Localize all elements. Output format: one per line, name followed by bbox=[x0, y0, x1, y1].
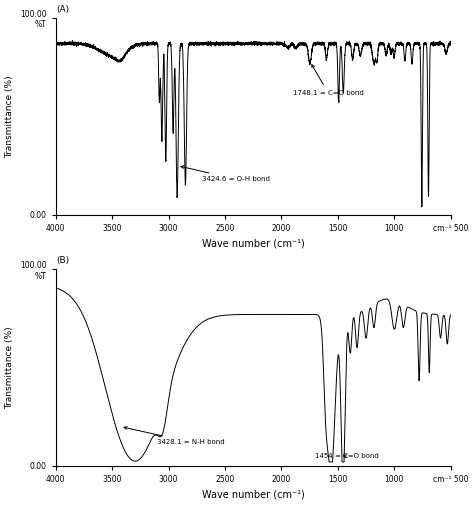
Y-axis label: Transmittance (%): Transmittance (%) bbox=[6, 326, 15, 409]
Y-axis label: Transmittance (%): Transmittance (%) bbox=[6, 75, 15, 158]
Text: 1748.1 = C=O bond: 1748.1 = C=O bond bbox=[293, 65, 364, 96]
Text: (A): (A) bbox=[56, 5, 69, 14]
Text: (B): (B) bbox=[56, 256, 69, 265]
Text: 3424.6 = O-H bond: 3424.6 = O-H bond bbox=[181, 166, 270, 182]
X-axis label: Wave number (cm⁻¹): Wave number (cm⁻¹) bbox=[202, 238, 305, 248]
X-axis label: Wave number (cm⁻¹): Wave number (cm⁻¹) bbox=[202, 489, 305, 499]
Text: 1454 = C=O bond: 1454 = C=O bond bbox=[315, 453, 379, 459]
Text: 3428.1 = N-H bond: 3428.1 = N-H bond bbox=[124, 427, 225, 445]
